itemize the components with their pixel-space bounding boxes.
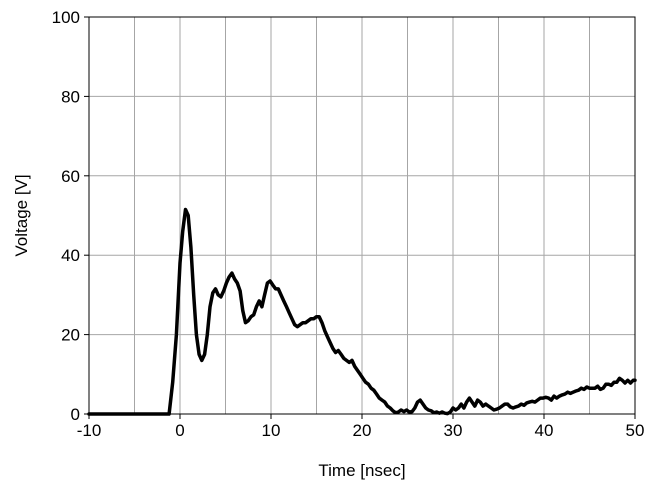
x-tick-label: 40 bbox=[535, 421, 554, 440]
y-axis-title: Voltage [V] bbox=[12, 174, 31, 256]
series-layer bbox=[87, 207, 637, 416]
y-tick-label: 40 bbox=[61, 246, 80, 265]
y-tick-label: 100 bbox=[52, 8, 80, 27]
x-tick-label: -10 bbox=[77, 421, 102, 440]
grid-lines bbox=[89, 17, 635, 414]
x-tick-label: 50 bbox=[626, 421, 645, 440]
x-tick-label: 20 bbox=[353, 421, 372, 440]
x-tick-label: 0 bbox=[175, 421, 184, 440]
x-tick-label: 10 bbox=[262, 421, 281, 440]
y-tick-label: 60 bbox=[61, 167, 80, 186]
y-tick-label: 20 bbox=[61, 326, 80, 345]
x-tick-label: 30 bbox=[444, 421, 463, 440]
y-tick-label: 80 bbox=[61, 87, 80, 106]
series-line bbox=[87, 207, 637, 416]
y-tick-label: 0 bbox=[71, 405, 80, 424]
x-axis-title: Time [nsec] bbox=[318, 461, 405, 480]
